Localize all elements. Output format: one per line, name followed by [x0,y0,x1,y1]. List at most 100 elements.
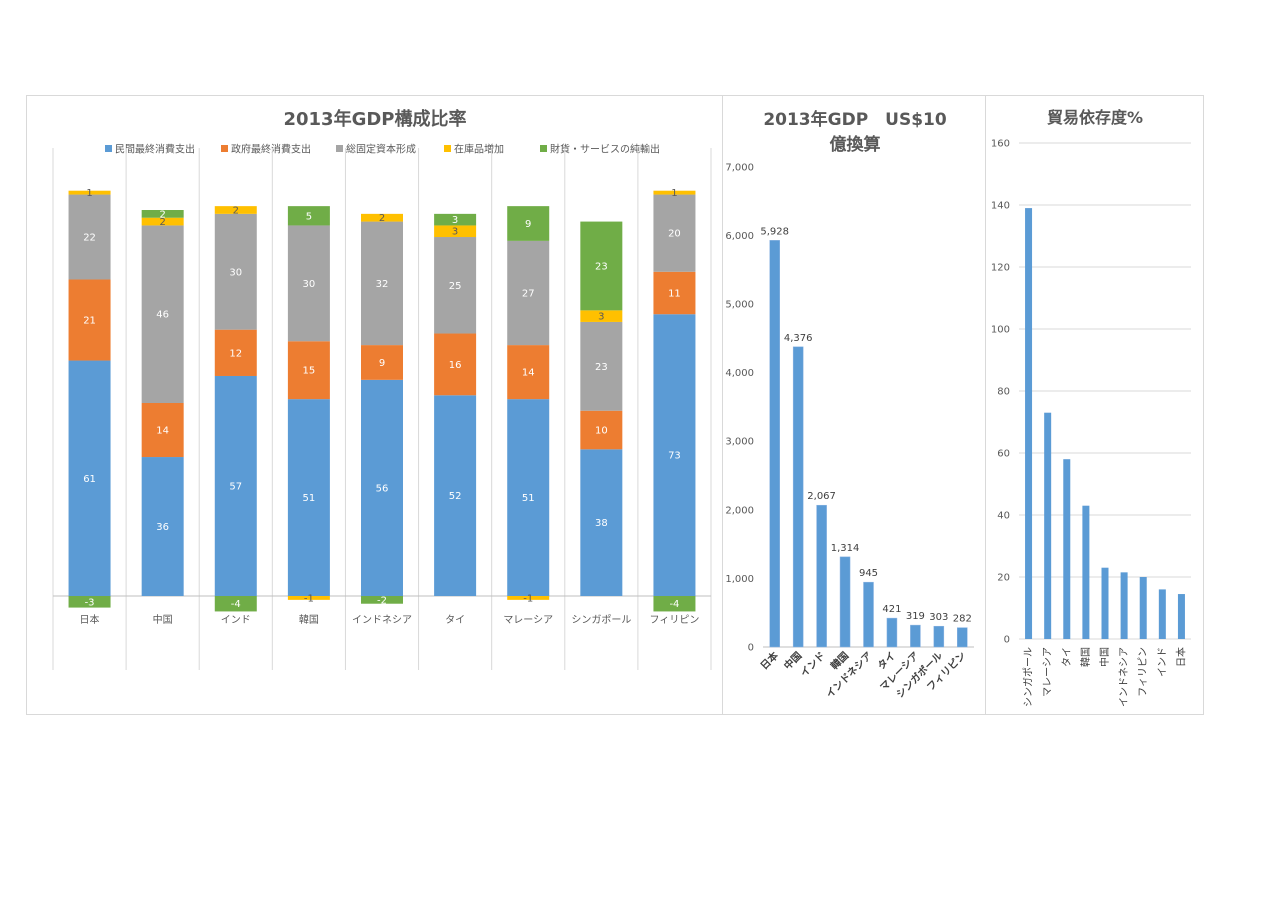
bar-segment [580,321,623,411]
trade-bar [1025,208,1033,639]
bar-segment [287,206,330,226]
data-label: 1 [86,188,92,199]
y-tick-label: 20 [997,573,1010,584]
bar-segment [434,237,477,334]
trade-dependency-chart: 貿易依存度% 0 20 40 60 80 100 120 140 160 シンガポール マレーシアタ… [985,95,1204,715]
data-label: -1 [304,593,314,604]
legend-label-3: 在庫品増加 [454,143,504,156]
trade-category-label: インド [1157,647,1168,677]
category-label: 日本 [80,613,100,626]
y-tick-label: 1,000 [725,574,754,585]
gdp-bar [839,556,851,648]
y-tick-label: 160 [991,139,1010,150]
category-label: シンガポール [571,614,631,626]
bar-segment [68,190,111,195]
gdp-bar [957,627,968,648]
trade-bar [1044,412,1052,639]
bar-segment [653,596,696,612]
bar-segment [287,596,330,600]
bar-segment [214,596,257,612]
data-label: 52 [449,491,462,502]
trade-dependency-svg: 貿易依存度% 0 20 40 60 80 100 120 140 160 シンガポール マレーシアタ… [991,108,1191,707]
legend-label-1: 政府最終消費支出 [231,143,311,156]
chart2-title-line2: 億換算 [830,134,881,155]
category-label: 韓国 [299,614,319,626]
data-label: 36 [156,522,169,533]
gdp-value-label: 1,314 [831,543,860,554]
trade-category-label: シンガポール [1023,647,1035,707]
bar-segment [214,375,257,596]
bar-segment [653,194,696,272]
trade-category-label: 日本 [1174,647,1187,667]
bar-segment [287,225,330,342]
gdp-bar [863,581,874,648]
trade-category-label: インドネシア [1118,647,1130,707]
bar-segment [653,314,696,596]
y-tick-label: 60 [997,449,1010,460]
y-tick-label: 100 [991,325,1010,336]
gdp-usd-chart: 2013年GDP US$10 億換算 0 1,000 2,000 3,000 4,000… [722,95,986,715]
data-label: 25 [449,281,462,292]
data-label: 2 [379,213,385,224]
gdp-value-label: 4,376 [784,333,813,344]
bar-segment [580,221,623,311]
data-label: 15 [303,366,316,377]
trade-category-label: タイ [1061,647,1073,667]
gdp-category-label: 日本 [758,648,782,672]
data-label: -4 [231,599,241,610]
chart3-title: 貿易依存度% [1047,108,1143,127]
legend-label-2: 総固定資本形成 [346,143,416,156]
category-label: インドネシア [352,614,412,626]
bar-segment [68,194,111,280]
y-tick-label: 2,000 [725,505,754,516]
gdp-category-label: インド [798,650,828,680]
data-label: -1 [523,593,533,604]
y-tick-label: 5,000 [725,300,754,311]
data-label: 9 [525,219,531,230]
data-label: 11 [668,288,681,299]
data-label: 2 [159,217,165,228]
category-label: フィリピン [650,614,700,626]
chart1-title: 2013年GDP構成比率 [283,108,466,130]
category-label: マレーシア [503,615,553,626]
data-label: 20 [668,229,681,240]
trade-bar [1082,505,1090,639]
bar-segment [361,596,403,604]
data-label: -3 [85,597,95,608]
bar-segment [141,217,184,226]
data-label: 73 [668,451,681,462]
data-label: 12 [229,348,242,359]
y-tick-label: 3,000 [725,437,754,448]
gdp-bar [792,346,804,648]
legend-swatch-0 [105,145,112,152]
y-tick-label: 40 [997,511,1010,522]
bar-segment [141,210,184,218]
bar-segment [507,345,550,400]
data-label: 14 [522,368,535,379]
data-label: 27 [522,288,535,299]
trade-category-label: 韓国 [1080,647,1092,667]
trade-bar [1139,577,1147,639]
bar-segment [361,221,403,346]
bar-segment [68,596,111,608]
y-tick-label: 6,000 [725,231,754,242]
data-label: 3 [598,312,604,323]
bar-segment [141,225,184,403]
bar-segment [287,341,330,400]
chart1-legend: 民間最終消費支出 政府最終消費支出 総固定資本形成 在庫品増加 財貨・サービスの純輸出 [105,143,660,156]
bar-segment [580,449,623,596]
y-tick-label: 7,000 [725,162,754,173]
bar-segment [361,379,403,596]
bar-segment [361,345,403,380]
data-label: 22 [83,233,96,244]
bar-segment [507,596,550,600]
data-label: 30 [303,279,316,290]
gdp-value-label: 421 [882,604,901,615]
bar-segment [141,457,184,596]
gdp-value-label: 5,928 [760,226,789,237]
data-label: -4 [669,599,679,610]
data-label: 56 [376,483,389,494]
gdp-composition-svg: 2013年GDP構成比率 民間最終消費支出 政府最終消費支出 総固定資本形成 在庫品増… [52,108,712,670]
y-tick-label: 120 [991,263,1010,274]
bar-segment [507,240,550,346]
